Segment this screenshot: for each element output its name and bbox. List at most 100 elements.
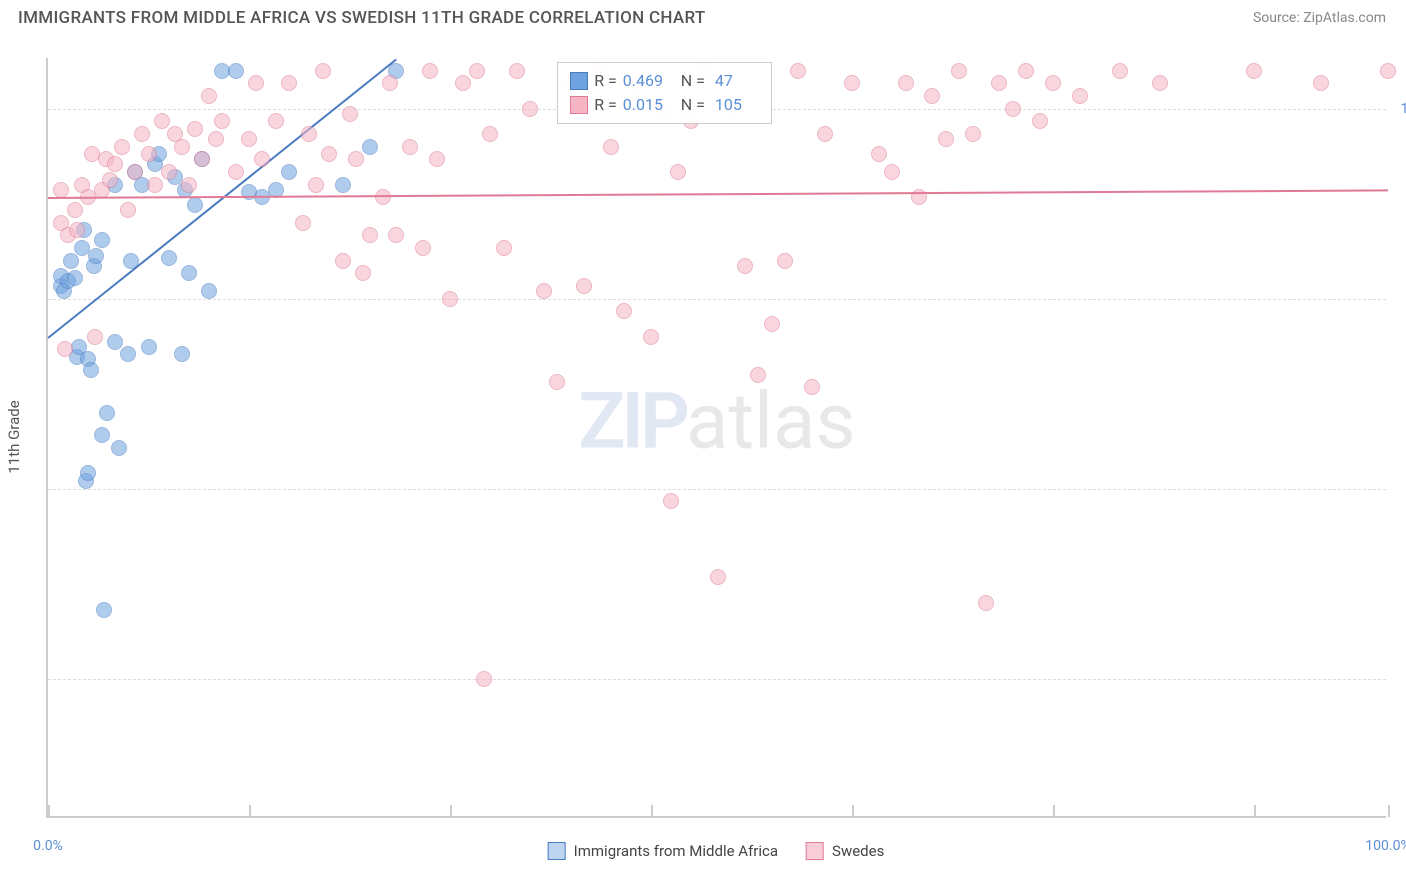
data-point <box>1045 75 1061 91</box>
n-label: N = <box>677 69 705 93</box>
data-point <box>241 131 257 147</box>
data-point <box>1005 101 1021 117</box>
data-point <box>69 222 85 238</box>
data-point <box>248 75 264 91</box>
x-tick <box>249 805 251 817</box>
n-value: 47 <box>711 69 759 93</box>
data-point <box>254 151 270 167</box>
data-point <box>335 253 351 269</box>
data-point <box>141 339 157 355</box>
x-tick <box>1254 805 1256 817</box>
data-point <box>362 227 378 243</box>
x-tick <box>651 805 653 817</box>
x-tick-label: 100.0% <box>1365 838 1406 854</box>
stats-legend-row: R = 0.469 N = 47 <box>570 69 759 93</box>
data-point <box>764 316 780 332</box>
data-point <box>429 151 445 167</box>
data-point <box>663 493 679 509</box>
data-point <box>469 63 485 79</box>
data-point <box>201 88 217 104</box>
data-point <box>1018 63 1034 79</box>
data-point <box>884 164 900 180</box>
data-point <box>102 172 118 188</box>
x-tick <box>852 805 854 817</box>
legend-item: Swedes <box>806 842 884 860</box>
data-point <box>120 346 136 362</box>
gridline <box>48 489 1386 490</box>
data-point <box>111 440 127 456</box>
data-point <box>1112 63 1128 79</box>
data-point <box>57 341 73 357</box>
data-point <box>844 75 860 91</box>
chart-title: IMMIGRANTS FROM MIDDLE AFRICA VS SWEDISH… <box>18 8 706 28</box>
r-value: 0.469 <box>623 69 671 93</box>
data-point <box>96 602 112 618</box>
data-point <box>978 595 994 611</box>
data-point <box>549 374 565 390</box>
data-point <box>134 126 150 142</box>
data-point <box>402 139 418 155</box>
bottom-legend: Immigrants from Middle Africa Swedes <box>548 842 885 860</box>
data-point <box>496 240 512 256</box>
data-point <box>871 146 887 162</box>
data-point <box>898 75 914 91</box>
data-point <box>181 177 197 193</box>
y-tick-label: 77.5% <box>1390 671 1406 687</box>
data-point <box>1152 75 1168 91</box>
data-point <box>63 253 79 269</box>
data-point <box>315 63 331 79</box>
data-point <box>94 427 110 443</box>
data-point <box>268 113 284 129</box>
data-point <box>777 253 793 269</box>
data-point <box>194 151 210 167</box>
data-point <box>790 63 806 79</box>
gridline <box>48 679 1386 680</box>
legend-label: Immigrants from Middle Africa <box>574 842 778 860</box>
stats-legend: R = 0.469 N = 47R = 0.015 N = 105 <box>557 62 772 124</box>
r-label: R = <box>594 93 617 117</box>
r-value: 0.015 <box>623 93 671 117</box>
data-point <box>455 75 471 91</box>
data-point <box>643 329 659 345</box>
y-tick-label: 92.5% <box>1390 291 1406 307</box>
data-point <box>576 278 592 294</box>
data-point <box>670 164 686 180</box>
data-point <box>181 265 197 281</box>
data-point <box>938 131 954 147</box>
data-point <box>415 240 431 256</box>
x-tick <box>48 805 50 817</box>
data-point <box>147 177 163 193</box>
data-point <box>442 291 458 307</box>
data-point <box>1246 63 1262 79</box>
data-point <box>87 329 103 345</box>
data-point <box>67 202 83 218</box>
y-tick-label: 100.0% <box>1390 101 1406 117</box>
x-tick-label: 0.0% <box>33 838 63 854</box>
legend-swatch <box>570 96 588 114</box>
data-point <box>94 232 110 248</box>
r-label: R = <box>594 69 617 93</box>
data-point <box>154 113 170 129</box>
data-point <box>88 248 104 264</box>
data-point <box>536 283 552 299</box>
data-point <box>187 197 203 213</box>
data-point <box>301 126 317 142</box>
legend-swatch <box>570 72 588 90</box>
data-point <box>228 63 244 79</box>
stats-legend-row: R = 0.015 N = 105 <box>570 93 759 117</box>
data-point <box>74 240 90 256</box>
y-axis-title: 11th Grade <box>5 400 23 473</box>
data-point <box>201 283 217 299</box>
data-point <box>141 146 157 162</box>
legend-label: Swedes <box>832 842 884 860</box>
data-point <box>750 367 766 383</box>
data-point <box>348 151 364 167</box>
data-point <box>187 121 203 137</box>
data-point <box>817 126 833 142</box>
data-point <box>120 202 136 218</box>
data-point <box>107 156 123 172</box>
data-point <box>388 227 404 243</box>
data-point <box>1380 63 1396 79</box>
data-point <box>174 346 190 362</box>
data-point <box>295 215 311 231</box>
